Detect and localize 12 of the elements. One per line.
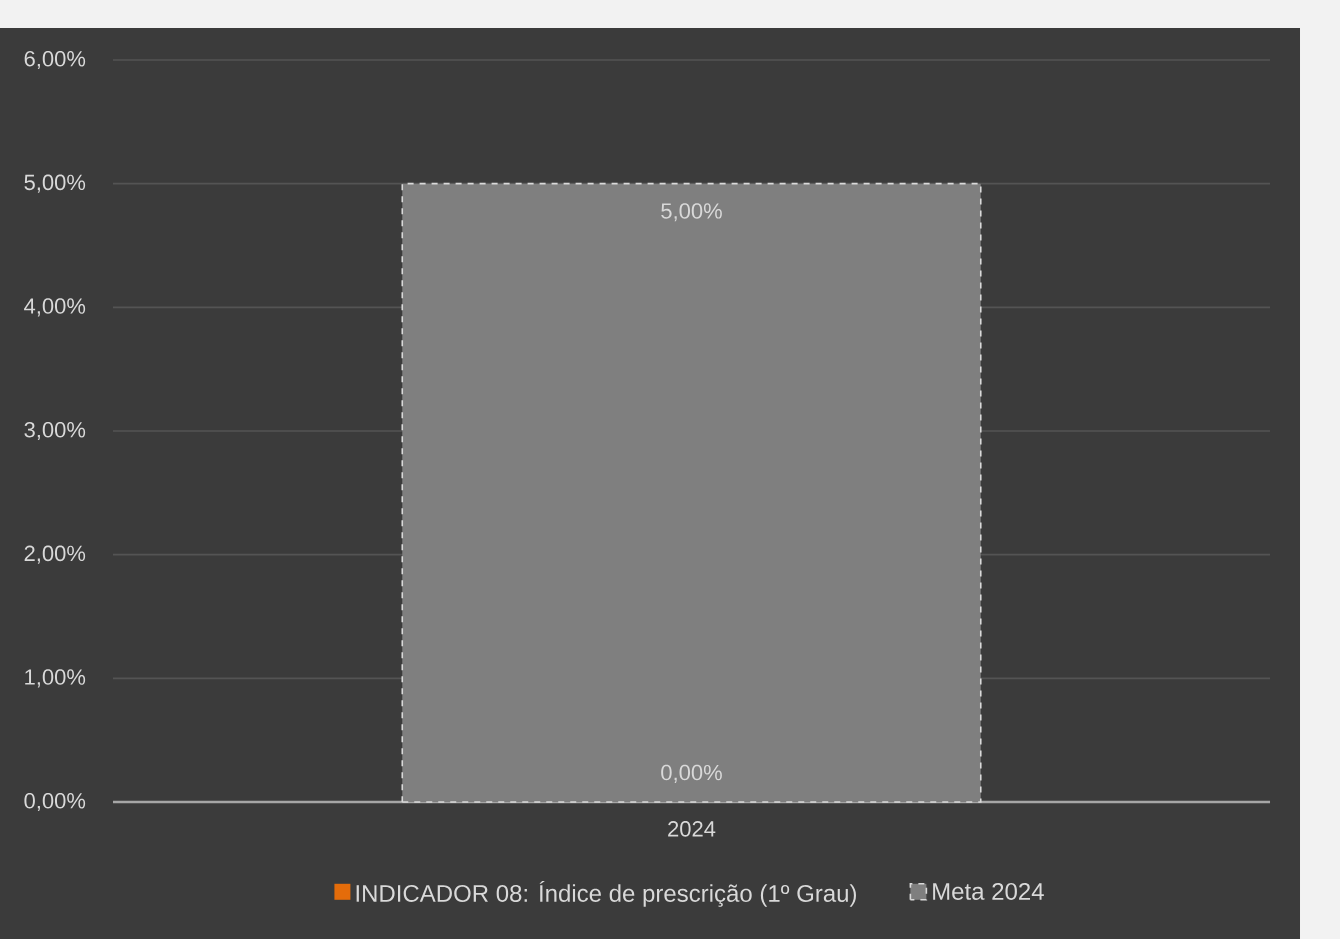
legend-label: Meta 2024 xyxy=(933,882,1044,900)
y-tick-label: 4,00% xyxy=(24,298,86,317)
x-tick-label: 2024 xyxy=(668,821,716,837)
y-tick-label: 2,00% xyxy=(24,545,86,564)
y-tick-label: 0,00% xyxy=(24,792,86,812)
y-tick-label: 5,00% xyxy=(24,174,86,193)
data-label: 0,00% xyxy=(661,764,722,783)
legend-label: INDICADOR 08: Índice de prescrição (1º Grau) xyxy=(356,880,856,907)
y-tick-label: 3,00% xyxy=(24,421,86,441)
data-label: 5,00% xyxy=(661,203,722,222)
y-tick-label: 1,00% xyxy=(25,669,86,688)
y-tick-label: 6,00% xyxy=(24,50,86,70)
